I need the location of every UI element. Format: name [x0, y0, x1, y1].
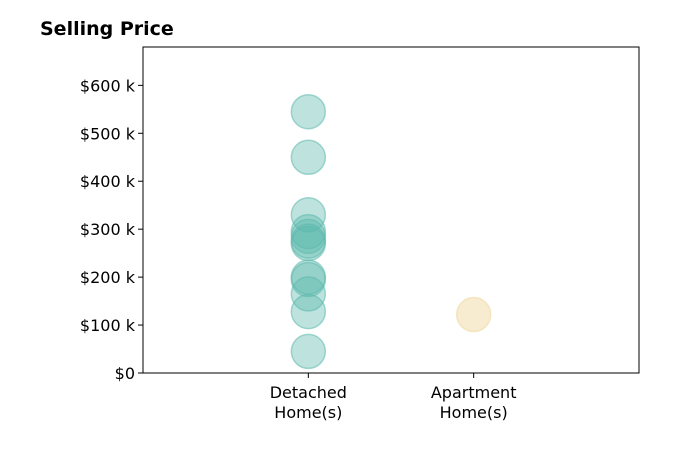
data-point: [290, 261, 327, 298]
x-tick-label: Detached Home(s): [270, 383, 347, 422]
y-axis: $0 $100 k $200 k $300 k $400 k $500 k $600 k: [80, 76, 143, 383]
y-tick-label: $500 k: [80, 124, 136, 143]
data-point: [290, 293, 327, 330]
y-tick-label: $0: [115, 364, 135, 383]
data-point: [455, 296, 492, 333]
x-tick-label-line: Home(s): [440, 403, 508, 422]
x-axis: Detached Home(s)Apartment Home(s): [270, 373, 517, 422]
x-tick-label-line: Detached: [270, 383, 347, 402]
x-tick-label-line: Apartment: [431, 383, 517, 402]
y-tick-label: $600 k: [80, 76, 136, 95]
y-tick-label: $300 k: [80, 220, 136, 239]
x-tick-label-line: Home(s): [274, 403, 342, 422]
y-tick-label: $400 k: [80, 172, 136, 191]
data-points: [290, 93, 492, 370]
data-point: [290, 333, 327, 370]
data-point: [290, 93, 327, 130]
data-point: [290, 139, 327, 176]
y-tick-label: $100 k: [80, 316, 136, 335]
plot-area-frame: [142, 46, 640, 374]
y-tick-label: $200 k: [80, 268, 136, 287]
data-point: [290, 225, 327, 262]
x-tick-label: Apartment Home(s): [431, 383, 517, 422]
chart-title: Selling Price: [40, 18, 174, 40]
